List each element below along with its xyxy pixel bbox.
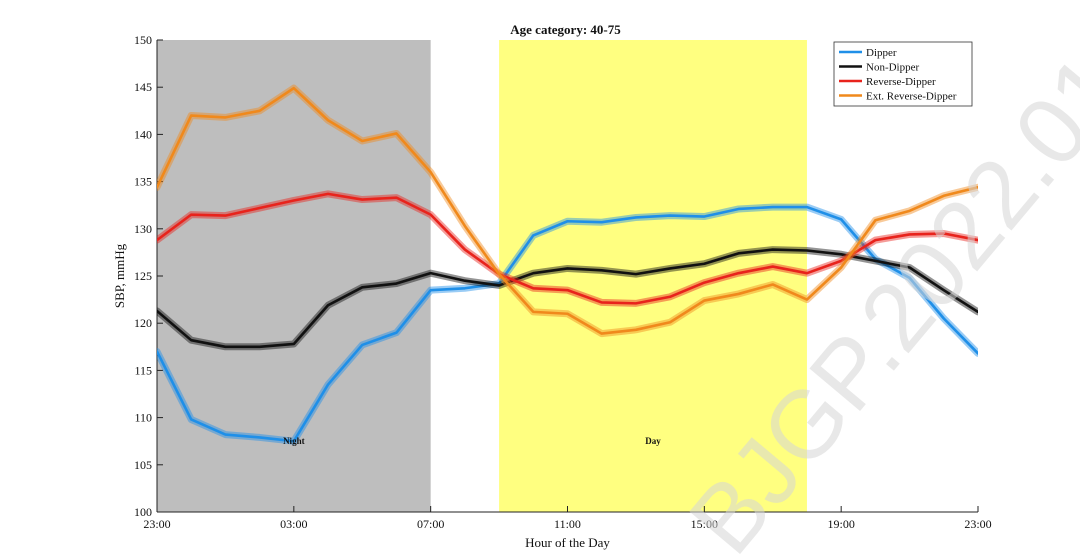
x-tick-label: 19:00 <box>827 517 854 531</box>
y-tick-label: 125 <box>134 269 152 283</box>
x-tick-label: 03:00 <box>280 517 307 531</box>
legend-entry: Non-Dipper <box>866 62 919 74</box>
region-label-night: Night <box>283 436 305 446</box>
y-axis-label: SBP, mmHg <box>112 243 127 308</box>
y-tick-label: 135 <box>134 175 152 189</box>
y-tick-label: 105 <box>134 458 152 472</box>
legend-entry: Reverse-Dipper <box>866 76 936 88</box>
shaded-region-day <box>499 40 807 512</box>
chart-title: Age category: 40-75 <box>510 22 621 37</box>
axes: 100 105 110 115 120 125 130 135 140 145 150 23:00 03… <box>134 33 992 531</box>
x-tick-label: 11:00 <box>554 517 581 531</box>
x-tick-label: 23:00 <box>964 517 991 531</box>
labels-layer: Age category: 40-75 Hour of the Day SBP, m… <box>112 22 661 550</box>
shaded-regions <box>157 40 807 512</box>
y-tick-label: 150 <box>134 33 152 47</box>
series-line-non-dipper <box>157 248 978 349</box>
x-tick-label: 23:00 <box>143 517 170 531</box>
y-tick-label: 110 <box>134 411 152 425</box>
region-label-day: Day <box>645 436 661 446</box>
y-tick-label: 145 <box>134 80 152 94</box>
x-tick-label: 07:00 <box>417 517 444 531</box>
shaded-region-night <box>157 40 431 512</box>
series-layer <box>157 84 978 445</box>
y-tick-label: 115 <box>134 363 152 377</box>
y-tick-label: 140 <box>134 127 152 141</box>
legend-entry: Dipper <box>866 47 897 59</box>
y-tick-label: 120 <box>134 316 152 330</box>
legend-entry: Ext. Reverse-Dipper <box>866 91 957 103</box>
x-axis-label: Hour of the Day <box>525 535 610 550</box>
legend: Dipper Non-Dipper Reverse-Dipper Ext. Rever… <box>833 41 973 107</box>
x-tick-label: 15:00 <box>691 517 718 531</box>
y-tick-label: 130 <box>134 222 152 236</box>
y-tick-label: 100 <box>134 505 152 519</box>
series-line-ext-reverse-dipper <box>157 86 978 335</box>
series-line-reverse-dipper <box>157 192 978 305</box>
series-line-dipper <box>157 205 978 443</box>
